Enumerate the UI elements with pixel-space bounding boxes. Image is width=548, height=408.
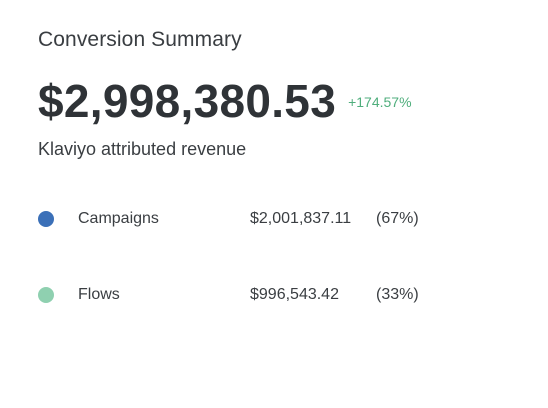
breakdown-row-flows: Flows $996,543.42 (33%) [38,282,518,308]
flows-label: Flows [78,286,120,303]
revenue-subtitle: Klaviyo attributed revenue [38,139,247,159]
flows-amount: $996,543.42 [250,286,339,303]
campaigns-percent: (67%) [376,210,419,227]
card-title: Conversion Summary [38,28,242,51]
flows-percent: (33%) [376,286,419,303]
campaigns-label: Campaigns [78,210,159,227]
total-revenue-value: $2,998,380.53 [38,75,337,127]
campaigns-amount: $2,001,837.11 [250,210,352,227]
campaigns-color-dot [38,211,54,227]
breakdown-row-campaigns: Campaigns $2,001,837.11 (67%) [38,206,518,232]
total-revenue-row: $2,998,380.53 +174.57% [38,74,412,128]
flows-color-dot [38,287,54,303]
revenue-change-badge: +174.57% [348,94,412,110]
